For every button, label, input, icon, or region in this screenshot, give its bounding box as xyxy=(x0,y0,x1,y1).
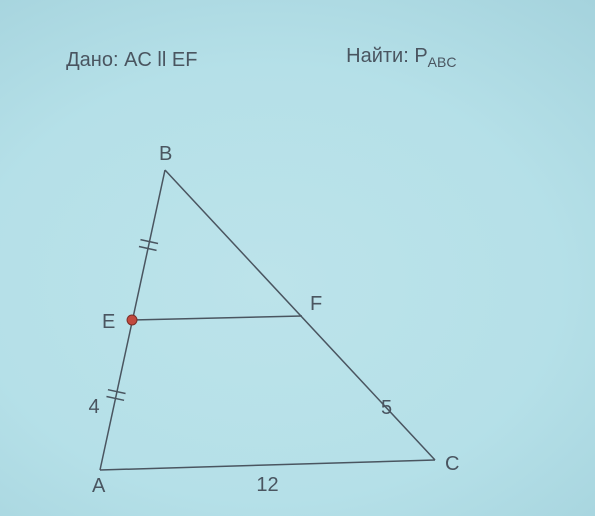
geometry-diagram: A B C E F 4 5 12 xyxy=(0,0,595,516)
point-label-F: F xyxy=(310,293,322,315)
segment-BC xyxy=(165,170,435,460)
point-label-B: B xyxy=(159,143,172,165)
segments-group xyxy=(100,170,435,470)
length-label: 5 xyxy=(381,397,392,419)
length-label: 12 xyxy=(256,474,278,496)
length-label: 4 xyxy=(88,396,99,418)
value-labels-group: 4 5 12 xyxy=(88,396,392,496)
point-dot-E xyxy=(127,315,137,325)
point-label-A: A xyxy=(92,475,106,497)
point-marker-group xyxy=(127,315,137,325)
segment-AC xyxy=(100,460,435,470)
point-label-E: E xyxy=(102,311,115,333)
segment-EF xyxy=(132,316,302,320)
point-label-C: C xyxy=(445,453,459,475)
